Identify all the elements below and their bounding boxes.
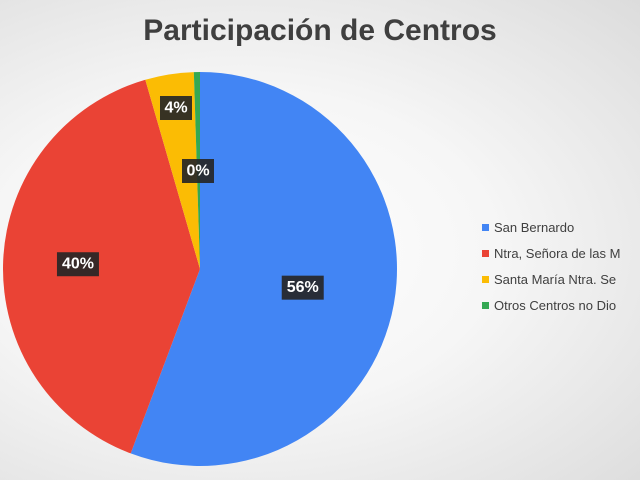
data-label-box: [182, 159, 214, 183]
chart-title: Participación de Centros: [143, 14, 497, 47]
legend-item: Ntra, Señora de las M: [482, 240, 640, 266]
legend-swatch: [482, 301, 489, 309]
legend-item: Otros Centros no Dio: [482, 292, 640, 318]
legend-label: San Bernardo: [494, 219, 575, 235]
data-label-text: 40%: [62, 256, 94, 273]
data-label-text: 0%: [186, 163, 209, 180]
data-label-2: 40%: [56, 252, 99, 277]
legend-item: Santa María Ntra. Se: [482, 266, 640, 292]
legend: San Bernardo Ntra, Señora de las M Santa M…: [482, 214, 640, 318]
pie-slice-3: [145, 72, 200, 269]
data-label-text: 56%: [287, 279, 319, 296]
legend-label: Santa María Ntra. Se: [494, 271, 617, 287]
legend-label: Otros Centros no Dio: [494, 297, 617, 313]
data-label-1: 56%: [281, 275, 324, 300]
data-label-box: [160, 96, 192, 120]
legend-swatch: [482, 275, 489, 283]
pie-slice-1: [130, 72, 397, 466]
legend-label: Ntra, Señora de las M: [494, 245, 621, 261]
data-label-box: [281, 275, 324, 300]
data-label-3: 4%: [160, 96, 192, 120]
data-label-text: 4%: [164, 100, 187, 117]
pie-slice-2: [2, 79, 200, 454]
data-label-box: [56, 252, 99, 277]
data-label-4: 0%: [182, 159, 214, 183]
legend-item: San Bernardo: [482, 214, 640, 240]
legend-swatch: [482, 223, 489, 231]
legend-swatch: [482, 249, 489, 257]
